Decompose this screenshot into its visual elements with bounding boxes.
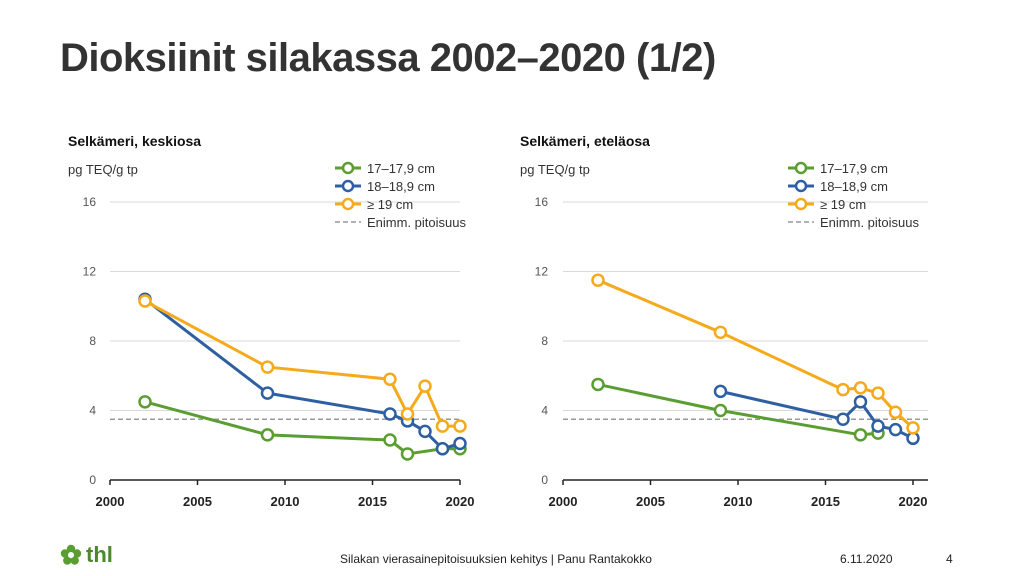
x-tick-label: 2000 — [96, 494, 125, 509]
y-tick-label: 16 — [83, 195, 97, 209]
legend-marker-orange — [794, 197, 808, 211]
legend: 17–17,9 cm 18–18,9 cm ≥ 19 cm Enimm. pitois… — [335, 161, 466, 230]
data-point-orange — [871, 386, 885, 400]
data-point-blue — [853, 395, 868, 409]
data-point-orange — [418, 379, 432, 393]
chart-title: Selkämeri, eteläosa — [520, 133, 650, 149]
x-tick-label: 2005 — [183, 494, 212, 509]
logo-text: thl — [86, 542, 113, 567]
y-tick-label: 4 — [541, 404, 548, 418]
data-point-blue — [418, 424, 432, 439]
legend-marker-blue — [794, 179, 808, 193]
data-point-blue — [713, 384, 728, 399]
legend-label: Enimm. pitoisuus — [367, 215, 466, 230]
data-point-orange — [260, 360, 275, 374]
y-tick-label: 16 — [535, 195, 549, 209]
y-tick-label: 12 — [83, 265, 97, 279]
thl-logo: thl — [60, 544, 113, 566]
chart-1: Selkämeri, keskiosa pg TEQ/g tp 0 4 8 12 16 200… — [68, 133, 474, 509]
data-point-blue — [836, 412, 850, 426]
chart-2: Selkämeri, eteläosa pg TEQ/g tp 0 4 8 12 16 200… — [520, 133, 928, 509]
legend-marker-green — [794, 161, 808, 175]
data-point-blue — [260, 386, 275, 400]
legend: 17–17,9 cm 18–18,9 cm ≥ 19 cm Enimm. pitois… — [788, 161, 919, 230]
data-point-blue — [453, 436, 467, 451]
data-point-blue — [888, 422, 903, 437]
data-point-orange — [836, 382, 850, 397]
y-axis-label: pg TEQ/g tp — [68, 162, 138, 177]
x-tick-label: 2020 — [446, 494, 475, 509]
data-point-orange — [435, 419, 450, 433]
y-axis-label: pg TEQ/g tp — [520, 162, 590, 177]
data-point-orange — [888, 405, 903, 419]
legend-label: 17–17,9 cm — [820, 161, 888, 176]
x-tick-label: 2015 — [358, 494, 387, 509]
data-point-green — [591, 377, 605, 392]
x-tick-label: 2010 — [271, 494, 300, 509]
legend-label: ≥ 19 cm — [367, 197, 413, 212]
legend-marker-blue — [341, 179, 355, 193]
y-tick-label: 0 — [541, 473, 548, 487]
y-tick-label: 8 — [89, 334, 96, 348]
footer-text: Silakan vierasainepitoisuuksien kehitys … — [340, 552, 652, 566]
x-tick-label: 2015 — [811, 494, 840, 509]
data-point-green — [260, 428, 275, 442]
y-tick-label: 8 — [541, 334, 548, 348]
x-tick-label: 2020 — [899, 494, 928, 509]
x-tick-label: 2005 — [636, 494, 665, 509]
data-point-blue — [871, 419, 885, 433]
data-point-blue — [383, 407, 397, 421]
data-point-green — [138, 395, 152, 409]
data-point-green — [853, 428, 868, 442]
legend-label: ≥ 19 cm — [820, 197, 866, 212]
y-tick-label: 4 — [89, 404, 96, 418]
data-point-green — [400, 447, 415, 461]
data-point-orange — [906, 421, 920, 435]
chart-title: Selkämeri, keskiosa — [68, 133, 201, 149]
data-point-orange — [713, 325, 728, 340]
legend-label: 17–17,9 cm — [367, 161, 435, 176]
data-point-orange — [400, 407, 415, 421]
series-line-blue — [144, 298, 461, 451]
legend-label: Enimm. pitoisuus — [820, 215, 919, 230]
data-point-green — [713, 403, 728, 418]
data-point-orange — [453, 419, 467, 433]
series-line-orange — [144, 299, 460, 428]
data-point-orange — [383, 372, 397, 386]
x-tick-label: 2000 — [549, 494, 578, 509]
data-point-blue — [435, 441, 450, 456]
legend-label: 18–18,9 cm — [367, 179, 435, 194]
data-point-orange — [853, 381, 868, 395]
legend-label: 18–18,9 cm — [820, 179, 888, 194]
series-line-green — [144, 400, 460, 456]
data-point-green — [383, 433, 397, 447]
series-line-green — [597, 382, 879, 437]
page-number: 4 — [946, 552, 953, 566]
y-tick-label: 12 — [535, 265, 549, 279]
legend-marker-green — [341, 161, 355, 175]
data-point-orange — [138, 294, 152, 308]
footer-date: 6.11.2020 — [840, 552, 893, 566]
y-tick-label: 0 — [89, 473, 96, 487]
legend-marker-orange — [341, 197, 355, 211]
x-tick-label: 2010 — [724, 494, 753, 509]
slide-title: Dioksiinit silakassa 2002–2020 (1/2) — [60, 36, 716, 80]
flower-icon — [60, 544, 82, 565]
data-point-orange — [591, 273, 605, 287]
